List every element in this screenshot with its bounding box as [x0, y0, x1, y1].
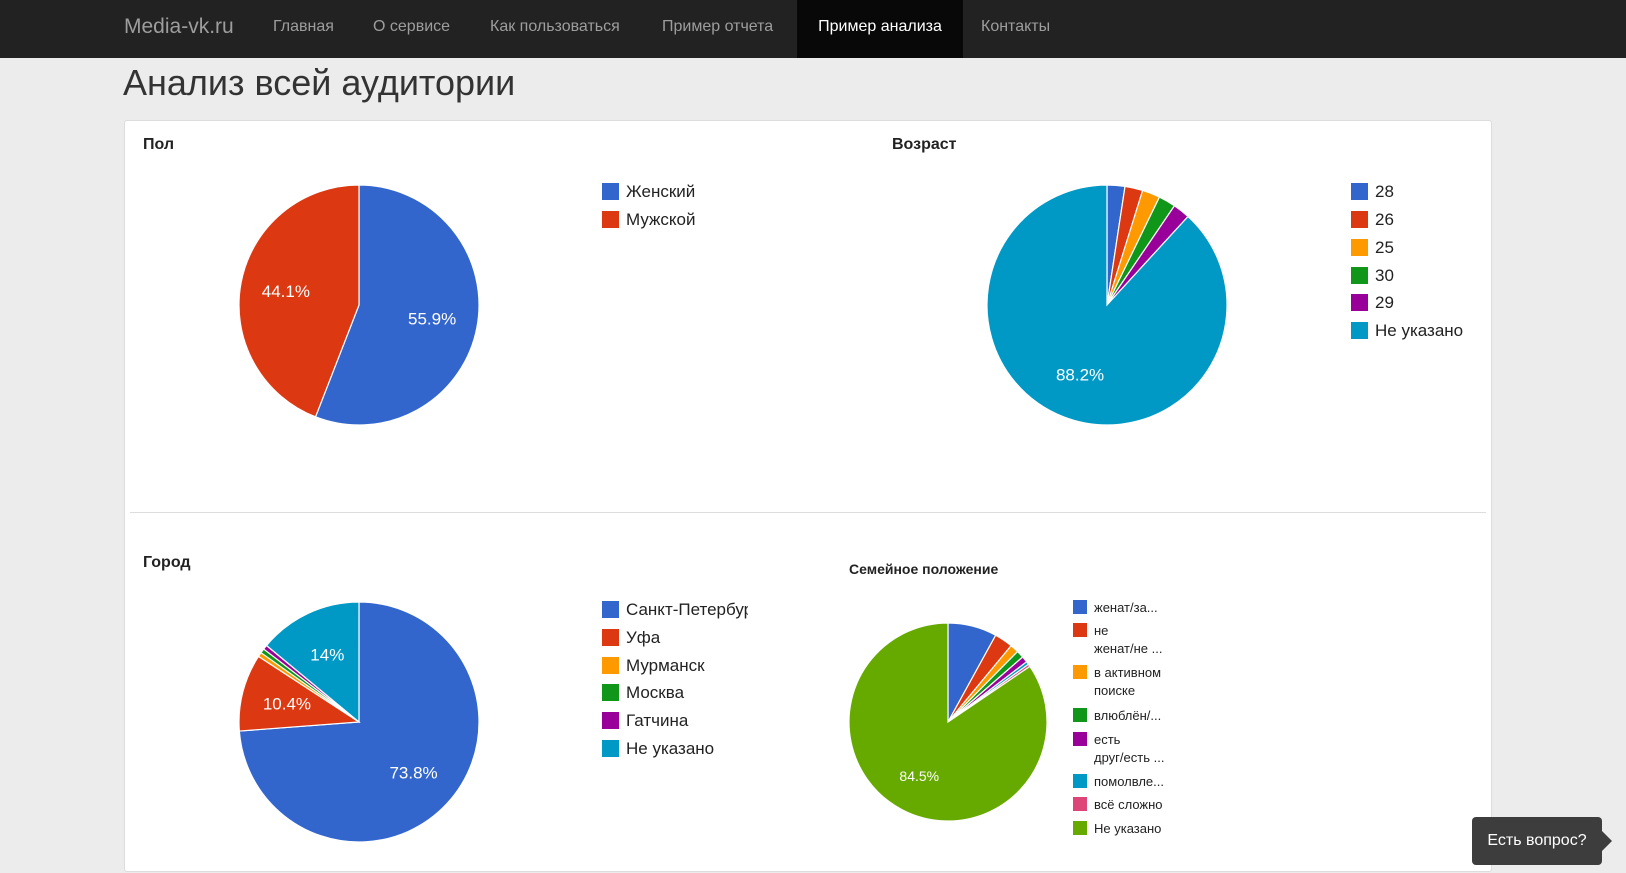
- legend-swatch: [1073, 708, 1087, 722]
- legend-item[interactable]: Женский: [602, 182, 695, 201]
- legend-label: влюблён/...: [1094, 708, 1162, 723]
- nav-item-how-to-use[interactable]: Как пользоваться: [490, 18, 620, 35]
- nav-item-report-example[interactable]: Пример отчета: [662, 18, 774, 35]
- legend-label: всё сложно: [1094, 797, 1163, 812]
- legend-swatch: [1351, 183, 1368, 200]
- legend-item[interactable]: всё сложно: [1073, 796, 1163, 814]
- legend-label: не женат/не ...: [1094, 623, 1163, 656]
- legend-swatch: [602, 712, 619, 729]
- chart-title-marital: Семейное положение: [849, 561, 999, 577]
- nav-item-contacts[interactable]: Контакты: [981, 18, 1051, 35]
- legend-item[interactable]: женат/за...: [1073, 599, 1158, 617]
- nav-item-home[interactable]: Главная: [273, 18, 334, 35]
- legend-item[interactable]: Мурманск: [602, 656, 705, 675]
- legend-swatch: [1073, 600, 1087, 614]
- nav-item-about[interactable]: О сервисе: [373, 18, 451, 35]
- legend-label: помолвле...: [1094, 774, 1164, 789]
- legend-swatch: [1351, 322, 1368, 339]
- legend-swatch: [1073, 797, 1087, 811]
- legend-item[interactable]: 26: [1351, 210, 1394, 229]
- legend-label: Не указано: [1375, 321, 1464, 340]
- panel-divider: [130, 512, 1486, 513]
- ask-question-button[interactable]: Есть вопрос?: [1472, 817, 1602, 865]
- legend-label: есть друг/есть ...: [1094, 732, 1165, 765]
- legend-item[interactable]: Не указано: [602, 739, 714, 758]
- legend-item[interactable]: 30: [1351, 266, 1394, 285]
- legend-item[interactable]: есть друг/есть ...: [1073, 731, 1164, 767]
- legend-swatch: [1073, 665, 1087, 679]
- legend-label: Гатчина: [626, 711, 689, 730]
- legend-swatch: [1351, 294, 1368, 311]
- legend-swatch: [1073, 821, 1087, 835]
- legend-item[interactable]: Не указано: [1351, 321, 1463, 340]
- legend-item[interactable]: в активном поиске: [1073, 664, 1161, 700]
- legend-swatch: [1073, 774, 1087, 788]
- navbar: Media-vk.ru Главная О сервисе Как пользо…: [0, 0, 1626, 58]
- ask-question-arrow-icon: [1602, 831, 1612, 851]
- legend-item[interactable]: Уфа: [602, 628, 660, 647]
- chart-title-age: Возраст: [892, 136, 957, 153]
- legend-item[interactable]: Санкт-Петербург: [602, 600, 748, 619]
- brand-link[interactable]: Media-vk.ru: [124, 15, 234, 38]
- legend-item[interactable]: 28: [1351, 182, 1394, 201]
- legend-label: Москва: [626, 683, 685, 702]
- legend-swatch: [1073, 623, 1087, 637]
- legend-item[interactable]: Не указано: [1073, 820, 1161, 838]
- analysis-panel: [124, 120, 1492, 872]
- legend-label: 28: [1375, 182, 1394, 201]
- legend-label: Мурманск: [626, 656, 705, 675]
- legend-label: 29: [1375, 293, 1394, 312]
- legend-label: Санкт-Петербург: [626, 600, 748, 619]
- legend-label: 30: [1375, 266, 1394, 285]
- legend-label: женат/за...: [1094, 600, 1158, 615]
- legend-swatch: [602, 601, 619, 618]
- legend-item[interactable]: Москва: [602, 683, 684, 702]
- legend-swatch: [1351, 239, 1368, 256]
- legend-label: Не указано: [626, 739, 715, 758]
- legend-label: 26: [1375, 210, 1394, 229]
- legend-item[interactable]: 29: [1351, 293, 1394, 312]
- legend-label: 25: [1375, 238, 1394, 257]
- legend-item[interactable]: не женат/не ...: [1073, 622, 1162, 658]
- legend-swatch: [1351, 267, 1368, 284]
- legend-label: Не указано: [1094, 821, 1162, 836]
- chart-title-city: Город: [143, 554, 191, 571]
- chart-title-gender: Пол: [143, 136, 175, 153]
- legend-item[interactable]: помолвле...: [1073, 773, 1164, 791]
- legend-item[interactable]: влюблён/...: [1073, 707, 1161, 725]
- legend-item[interactable]: Мужской: [602, 210, 696, 229]
- legend-swatch: [602, 211, 619, 228]
- legend-label: в активном поиске: [1094, 665, 1162, 698]
- legend-item[interactable]: 25: [1351, 238, 1394, 257]
- legend-swatch: [602, 684, 619, 701]
- legend-item[interactable]: Гатчина: [602, 711, 688, 730]
- legend-swatch: [1351, 211, 1368, 228]
- legend-label: Уфа: [626, 628, 661, 647]
- legend-label: Женский: [626, 182, 696, 201]
- legend-label: Мужской: [626, 210, 696, 229]
- legend-swatch: [602, 740, 619, 757]
- page-title: Анализ всей аудитории: [123, 62, 516, 103]
- legend-swatch: [1073, 732, 1087, 746]
- nav-item-analysis-example[interactable]: Пример анализа: [797, 0, 963, 58]
- legend-swatch: [602, 629, 619, 646]
- legend-swatch: [602, 183, 619, 200]
- legend-swatch: [602, 657, 619, 674]
